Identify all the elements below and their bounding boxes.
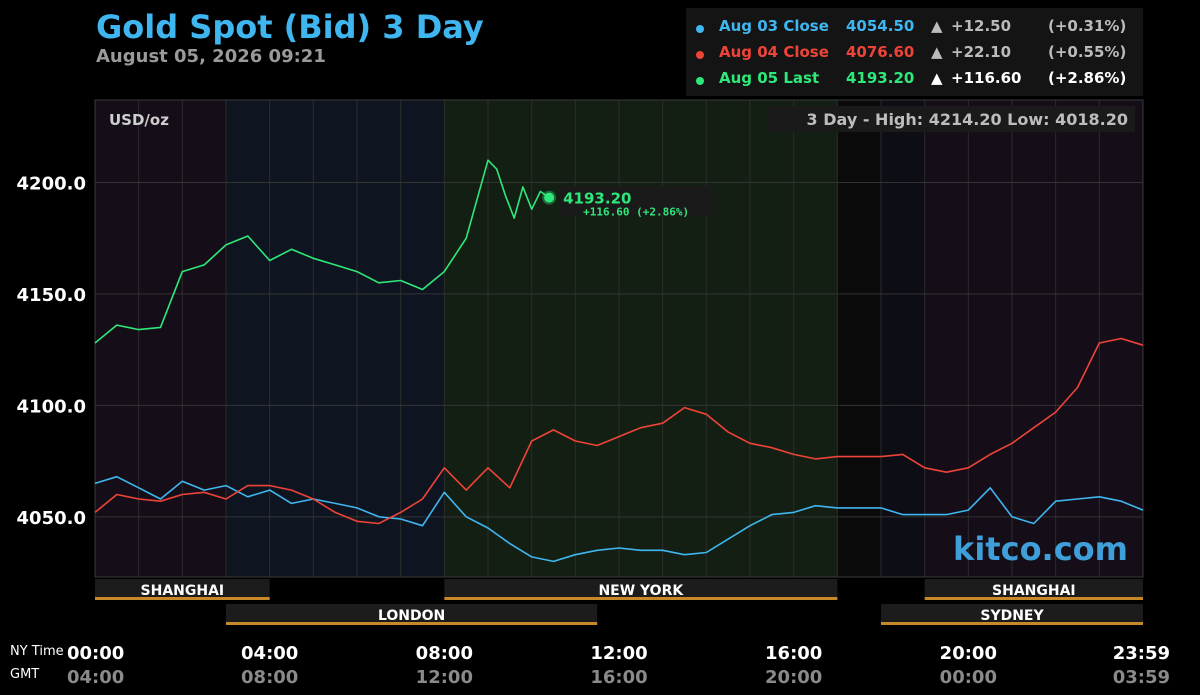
ny-time-label: NY Time <box>10 644 64 659</box>
x-tick-ny: 04:00 <box>241 643 298 664</box>
x-tick-gmt: 03:59 <box>1113 667 1170 688</box>
range-box <box>767 106 1135 132</box>
session-label: LONDON <box>378 608 445 624</box>
x-tick-ny: 08:00 <box>416 643 473 664</box>
last-price-label: 4193.20 <box>563 190 631 208</box>
session-band <box>924 100 1143 577</box>
y-tick-label: 4050.0 <box>17 508 86 529</box>
legend-label: Aug 05 Last <box>719 69 820 87</box>
session-underline <box>924 597 1143 600</box>
legend-row-aug04: Aug 04 Close 4076.60 ▲ +22.10 (+0.55%) <box>686 43 1143 67</box>
session-label: NEW YORK <box>598 583 684 599</box>
session-bar <box>444 579 838 599</box>
legend-value: 4054.50 <box>846 17 915 35</box>
up-arrow-icon: ▲ <box>931 43 943 61</box>
page-title: Gold Spot (Bid) 3 Day <box>96 8 484 46</box>
series-line <box>94 475 1144 563</box>
session-underline <box>444 597 838 600</box>
legend-row-aug03: Aug 03 Close 4054.50 ▲ +12.50 (+0.31%) <box>686 17 1143 41</box>
legend-percent: (+0.55%) <box>1048 43 1127 61</box>
session-band <box>444 100 838 577</box>
session-label: SHANGHAI <box>141 583 225 599</box>
session-band <box>226 100 445 577</box>
series-line <box>94 159 550 344</box>
last-price-dot <box>544 192 555 203</box>
market-sessions: SHANGHAI NEW YORK SHANGHAI LONDON SYDNEY <box>95 579 1143 625</box>
y-tick-label: 4150.0 <box>17 285 86 306</box>
legend-change: +116.60 <box>951 69 1022 87</box>
up-arrow-icon: ▲ <box>931 69 943 87</box>
series-line <box>94 337 1144 525</box>
x-tick-ny: 20:00 <box>940 643 997 664</box>
last-price-marker: 4193.20+116.60 (+2.86%) <box>542 185 715 219</box>
x-tick-ny: 23:59 <box>1113 643 1170 664</box>
timestamp: August 05, 2026 09:21 <box>96 46 326 67</box>
x-tick-gmt: 16:00 <box>590 667 647 688</box>
chart-grid <box>95 100 1143 577</box>
x-axis: NY Time GMT 00:00 04:00 04:00 08:00 08:00 12:00… <box>10 643 1170 688</box>
range-text: 3 Day - High: 4214.20 Low: 4018.20 <box>807 110 1128 129</box>
session-bar <box>881 604 1143 624</box>
y-axis: 4200.0 4150.0 4100.0 4050.0 <box>17 173 86 528</box>
session-bar <box>95 579 270 599</box>
legend-value: 4076.60 <box>846 43 915 61</box>
y-tick-label: 4100.0 <box>17 396 86 417</box>
session-underline <box>226 622 598 625</box>
legend-change: +12.50 <box>951 17 1012 35</box>
x-tick-gmt: 20:00 <box>765 667 822 688</box>
unit-label: USD/oz <box>109 111 169 129</box>
y-tick-label: 4200.0 <box>17 173 86 194</box>
legend-dot-icon <box>696 51 704 59</box>
legend-percent: (+0.31%) <box>1048 17 1127 35</box>
legend-dot-icon <box>696 77 704 85</box>
session-band <box>95 100 226 577</box>
x-tick-gmt: 04:00 <box>67 667 124 688</box>
legend-percent: (+2.86%) <box>1048 69 1127 87</box>
last-price-change: +116.60 (+2.86%) <box>583 206 689 219</box>
legend-label: Aug 03 Close <box>719 17 829 35</box>
kitco-watermark: kitco.com <box>953 530 1128 568</box>
x-tick-ny: 16:00 <box>765 643 822 664</box>
session-label: SYDNEY <box>980 608 1044 624</box>
session-underline <box>95 597 270 600</box>
last-price-box <box>559 185 715 216</box>
plot-frame <box>94 99 1144 578</box>
x-tick-gmt: 08:00 <box>241 667 298 688</box>
x-tick-gmt: 12:00 <box>416 667 473 688</box>
series-lines <box>94 159 1144 563</box>
session-bar <box>226 604 598 624</box>
legend-box: Aug 03 Close 4054.50 ▲ +12.50 (+0.31%) A… <box>686 8 1143 96</box>
up-arrow-icon: ▲ <box>931 17 943 35</box>
legend-label: Aug 04 Close <box>719 43 829 61</box>
session-bar <box>924 579 1143 599</box>
x-tick-ny: 12:00 <box>590 643 647 664</box>
gmt-label: GMT <box>10 667 39 682</box>
legend-value: 4193.20 <box>846 69 915 87</box>
session-band <box>881 100 925 577</box>
legend-row-aug05: Aug 05 Last 4193.20 ▲ +116.60 (+2.86%) <box>686 69 1143 93</box>
session-underline <box>881 622 1143 625</box>
x-tick-ny: 00:00 <box>67 643 124 664</box>
x-tick-gmt: 00:00 <box>940 667 997 688</box>
legend-dot-icon <box>696 25 704 33</box>
legend-change: +22.10 <box>951 43 1012 61</box>
session-label: SHANGHAI <box>992 583 1076 599</box>
